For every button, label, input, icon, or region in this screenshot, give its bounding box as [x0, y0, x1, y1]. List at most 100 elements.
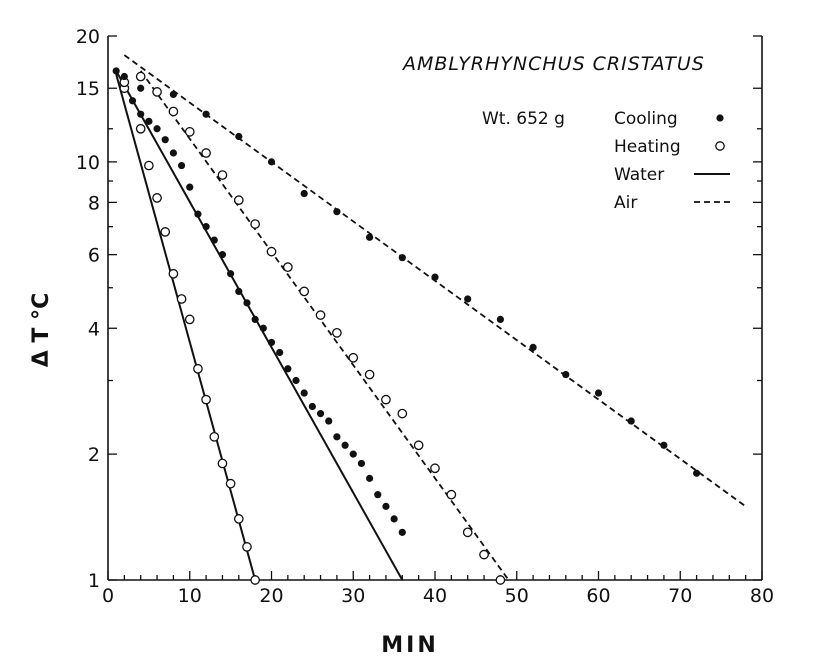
y-tick-label: 2 — [88, 444, 100, 466]
legend-label-water: Water — [614, 165, 664, 185]
water-heating-point — [225, 478, 236, 489]
water-cooling-point — [137, 110, 145, 118]
air-cooling-point — [627, 417, 635, 425]
air-heating-point — [479, 549, 489, 560]
water-cooling-point — [227, 270, 235, 278]
fit-lines — [115, 54, 747, 581]
y-axis-title: Δ T °C — [29, 293, 54, 368]
x-tick-label: 50 — [505, 585, 529, 607]
water-cooling-point — [153, 125, 161, 133]
legend-heating-marker — [715, 141, 725, 151]
x-tick-label: 80 — [750, 585, 774, 607]
air-heating-point — [413, 440, 424, 451]
water-heating-point — [193, 363, 203, 374]
water-cooling-point — [202, 223, 210, 231]
water-cooling-point — [112, 67, 120, 75]
y-tick-label: 15 — [76, 78, 100, 100]
weight-annotation: Wt. 652 g — [482, 109, 565, 129]
legend-label-air: Air — [614, 193, 637, 213]
water-cooling-point — [398, 528, 406, 536]
air-cooling-point — [120, 72, 128, 81]
water-heating-point — [168, 268, 179, 279]
water-cooling-point — [308, 402, 316, 411]
air-heating-point — [282, 262, 293, 273]
legend-cooling-marker — [716, 114, 724, 122]
ticks: 0 10 20 30 40 50 60 70 80 1 2 4 6 8 10 15 20 — [76, 26, 774, 607]
x-tick-label: 40 — [423, 585, 447, 607]
water-cooling-point — [292, 376, 300, 385]
y-tick-label: 10 — [76, 152, 100, 174]
water-cooling-point — [349, 450, 357, 458]
water-cooling-point — [128, 97, 137, 105]
water-cooling-point — [218, 251, 227, 259]
water-cooling-point — [177, 161, 186, 170]
water-cooling-point — [235, 287, 243, 296]
water-cooling-point — [210, 236, 218, 244]
air-cooling-point — [300, 189, 308, 198]
legend-label-heating: Heating — [614, 137, 681, 157]
water-cooling-point — [390, 515, 398, 523]
y-tick-label: 4 — [88, 318, 100, 340]
air-heating-point — [446, 489, 457, 500]
water-cooling-point — [186, 183, 194, 191]
water-cooling-point — [366, 474, 374, 482]
water-heating-point — [184, 314, 195, 325]
water-heating-point — [144, 160, 154, 171]
air-cooling-point — [529, 343, 537, 351]
legend-label-cooling: Cooling — [614, 109, 678, 129]
air-cooling-point — [235, 132, 243, 141]
water-heating-point — [201, 394, 211, 405]
water-cooling-point — [382, 502, 390, 510]
water-cooling-point — [357, 459, 366, 468]
air-cooling-point — [333, 208, 341, 216]
air-heating-point — [299, 286, 310, 297]
air-heating-point — [348, 352, 359, 363]
air-cooling-point — [398, 254, 406, 262]
air-heating-point — [364, 369, 375, 380]
air-heating-fit-line — [139, 70, 510, 581]
water-heating-point — [176, 294, 187, 304]
x-tick-label: 20 — [259, 585, 283, 607]
x-tick-label: 0 — [102, 585, 114, 607]
air-heating-point — [332, 328, 342, 338]
water-cooling-point — [341, 441, 349, 449]
y-tick-label: 6 — [88, 245, 100, 267]
water-cooling-point — [267, 338, 276, 347]
water-cooling-point — [300, 389, 308, 397]
water-heating-point — [233, 514, 244, 524]
air-cooling-point — [496, 315, 504, 324]
y-tick-label: 8 — [88, 192, 100, 214]
y-tick-label: 20 — [76, 26, 100, 48]
x-tick-label: 30 — [341, 585, 365, 607]
x-tick-label: 10 — [178, 585, 202, 607]
air-cooling-point — [693, 469, 701, 477]
water-cooling-point — [145, 117, 153, 125]
air-cooling-point — [660, 441, 668, 449]
air-heating-point — [397, 408, 408, 419]
air-heating-point — [168, 106, 179, 117]
x-tick-label: 60 — [586, 585, 610, 607]
water-heating-point — [250, 575, 260, 585]
air-heating-point — [152, 87, 162, 97]
water-cooling-point — [374, 491, 382, 499]
air-cooling-point — [594, 389, 603, 397]
x-axis-title: MIN — [381, 633, 439, 658]
air-heating-point — [266, 246, 277, 257]
air-heating-point — [233, 195, 244, 205]
chart-title: AMBLYRHYNCHUS CRISTATUS — [401, 53, 705, 75]
air-cooling-point — [562, 370, 570, 379]
y-tick-label: 1 — [88, 570, 100, 592]
water-cooling-point — [194, 210, 202, 218]
air-heating-point — [462, 527, 473, 538]
water-cooling-point — [284, 365, 292, 373]
air-cooling-point — [464, 295, 472, 303]
water-cooling-point — [325, 417, 333, 425]
water-heating-point — [135, 123, 146, 134]
x-tick-label: 70 — [668, 585, 692, 607]
air-cooling-point — [366, 233, 374, 241]
air-heating-point — [184, 126, 195, 137]
air-heating-point — [315, 310, 326, 320]
water-heating-fit-line — [115, 74, 257, 581]
water-heating-point — [209, 431, 220, 442]
water-cooling-point — [259, 324, 267, 332]
